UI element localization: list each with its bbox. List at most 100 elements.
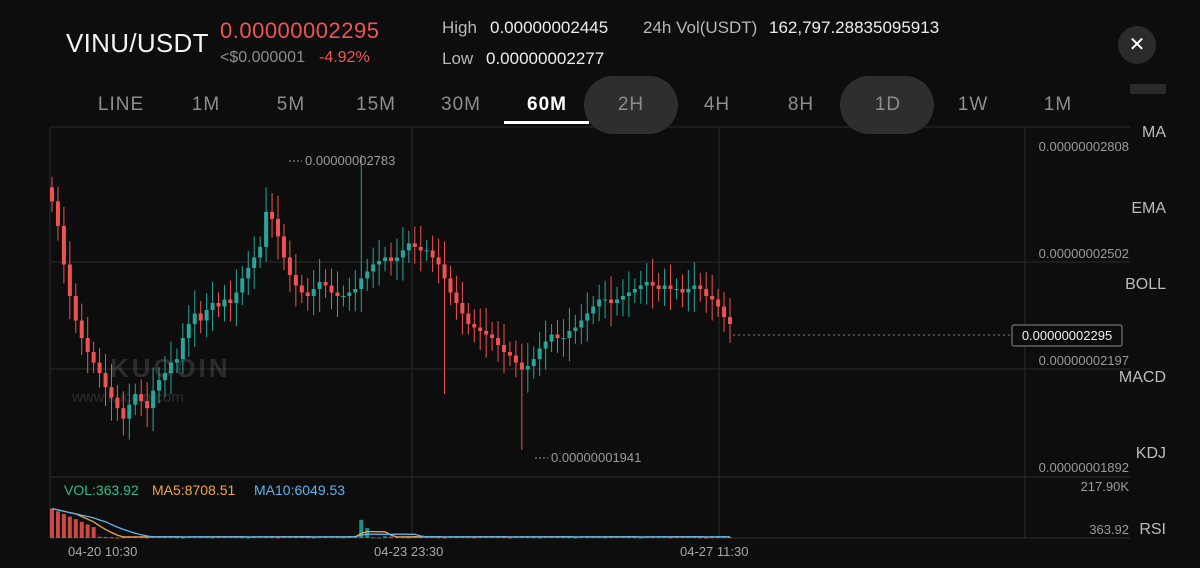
candle-body bbox=[317, 281, 322, 289]
candle-body bbox=[507, 352, 512, 356]
candle-body bbox=[513, 355, 518, 363]
candle-body bbox=[264, 211, 269, 247]
candle-body bbox=[311, 288, 316, 296]
candle-body bbox=[103, 373, 108, 388]
usd-value: <$0.000001 bbox=[220, 49, 305, 66]
tab-2h[interactable]: 2H bbox=[617, 94, 645, 115]
candle-body bbox=[519, 362, 524, 370]
candle-body bbox=[240, 278, 245, 293]
candle-body bbox=[192, 313, 197, 325]
candle-body bbox=[55, 201, 60, 226]
candle-body bbox=[448, 278, 453, 293]
indicator-boll[interactable]: BOLL bbox=[1125, 276, 1166, 293]
candle-body bbox=[674, 288, 679, 290]
volume-bar bbox=[430, 536, 435, 538]
close-button[interactable]: ✕ bbox=[1118, 26, 1156, 64]
tab-1d[interactable]: 1D bbox=[874, 94, 902, 115]
price-tick: 0.00000002808 bbox=[1039, 139, 1129, 154]
candle-body bbox=[638, 285, 643, 289]
volume-bar bbox=[311, 537, 316, 539]
indicator-rsi[interactable]: RSI bbox=[1139, 521, 1166, 538]
candle-body bbox=[276, 218, 280, 237]
volume-bar bbox=[61, 513, 66, 538]
price-change-percent: -4.92% bbox=[319, 49, 370, 66]
ma5-legend: MA5:8708.51 bbox=[152, 482, 236, 498]
candle-body bbox=[109, 387, 114, 398]
tab-8h[interactable]: 8H bbox=[787, 94, 815, 115]
indicator-macd[interactable]: MACD bbox=[1118, 369, 1166, 386]
candle-body bbox=[472, 324, 477, 328]
volume-24h-label: 24h Vol(USDT) bbox=[643, 18, 758, 37]
candle-body bbox=[644, 281, 649, 286]
volume-bar bbox=[359, 519, 364, 538]
active-tab-underline bbox=[504, 121, 589, 124]
candle-body bbox=[139, 394, 144, 402]
volume-bar bbox=[341, 537, 346, 539]
volume-axis-max: 217.90K bbox=[1081, 479, 1130, 494]
volume-bar bbox=[472, 537, 477, 539]
candle-body bbox=[650, 281, 655, 286]
high-label: High bbox=[442, 18, 477, 37]
volume-bar bbox=[668, 537, 673, 539]
time-tick: 04-20 10:30 bbox=[68, 544, 137, 559]
volume-bar bbox=[180, 537, 185, 539]
candle-body bbox=[531, 359, 536, 367]
indicator-ema[interactable]: EMA bbox=[1131, 200, 1166, 217]
volume-bar bbox=[276, 537, 280, 539]
candle-body bbox=[478, 327, 483, 332]
tab-15m[interactable]: 15M bbox=[356, 94, 396, 115]
tab-1mo[interactable]: 1M bbox=[1043, 94, 1073, 115]
candle-body bbox=[490, 334, 495, 339]
candle-body bbox=[341, 295, 346, 297]
trading-pair-title: VINU/USDT bbox=[66, 28, 209, 58]
volume-bar bbox=[466, 537, 471, 539]
volume-bar bbox=[174, 537, 179, 539]
candle-body bbox=[115, 397, 120, 409]
candle-body bbox=[67, 264, 72, 296]
tab-press-highlight bbox=[840, 76, 934, 134]
candle-body bbox=[549, 334, 554, 342]
volume-bar bbox=[603, 537, 608, 539]
candle-body bbox=[228, 299, 233, 303]
candle-body bbox=[722, 306, 727, 318]
tab-60m[interactable]: 60M bbox=[527, 94, 567, 115]
tab-line[interactable]: LINE bbox=[97, 94, 145, 115]
volume-bar bbox=[389, 536, 393, 538]
volume-bar bbox=[573, 537, 578, 539]
tab-5m[interactable]: 5M bbox=[276, 94, 306, 115]
volume-bar bbox=[67, 516, 72, 538]
candle-body bbox=[281, 236, 286, 258]
tab-30m[interactable]: 30M bbox=[441, 94, 481, 115]
volume-bar bbox=[270, 537, 275, 539]
candle-body bbox=[525, 366, 530, 370]
candle-body bbox=[234, 292, 239, 303]
volume-bar bbox=[97, 536, 102, 538]
volume-bar bbox=[305, 537, 310, 539]
candle-body bbox=[347, 292, 352, 296]
volume-bar bbox=[507, 537, 512, 539]
annotations: 0.00000002783 0.00000001941 bbox=[289, 153, 641, 465]
min-price-annotation: 0.00000001941 bbox=[551, 450, 641, 465]
candle-body bbox=[371, 264, 376, 272]
volume-bar bbox=[73, 519, 78, 538]
indicator-ma[interactable]: MA bbox=[1142, 124, 1166, 141]
volume-bar bbox=[626, 536, 631, 538]
volume-bar bbox=[383, 536, 388, 538]
candle-body bbox=[626, 292, 631, 296]
candle-body bbox=[61, 225, 66, 265]
close-icon: ✕ bbox=[1128, 34, 1146, 56]
volume-bar bbox=[335, 537, 340, 539]
candle-body bbox=[561, 338, 566, 340]
scrollbar-thumb[interactable] bbox=[1130, 84, 1166, 94]
tab-1w[interactable]: 1W bbox=[957, 94, 989, 115]
volume-bar bbox=[662, 537, 667, 539]
volume-bar bbox=[728, 537, 732, 539]
max-price-annotation: 0.00000002783 bbox=[305, 153, 395, 168]
tab-1m[interactable]: 1M bbox=[191, 94, 221, 115]
volume-bar bbox=[567, 537, 572, 539]
candle-body bbox=[287, 257, 292, 275]
indicator-kdj[interactable]: KDJ bbox=[1135, 445, 1166, 462]
watermark: KUCOIN www.kucoin.com bbox=[71, 353, 228, 406]
tab-4h[interactable]: 4H bbox=[703, 94, 731, 115]
